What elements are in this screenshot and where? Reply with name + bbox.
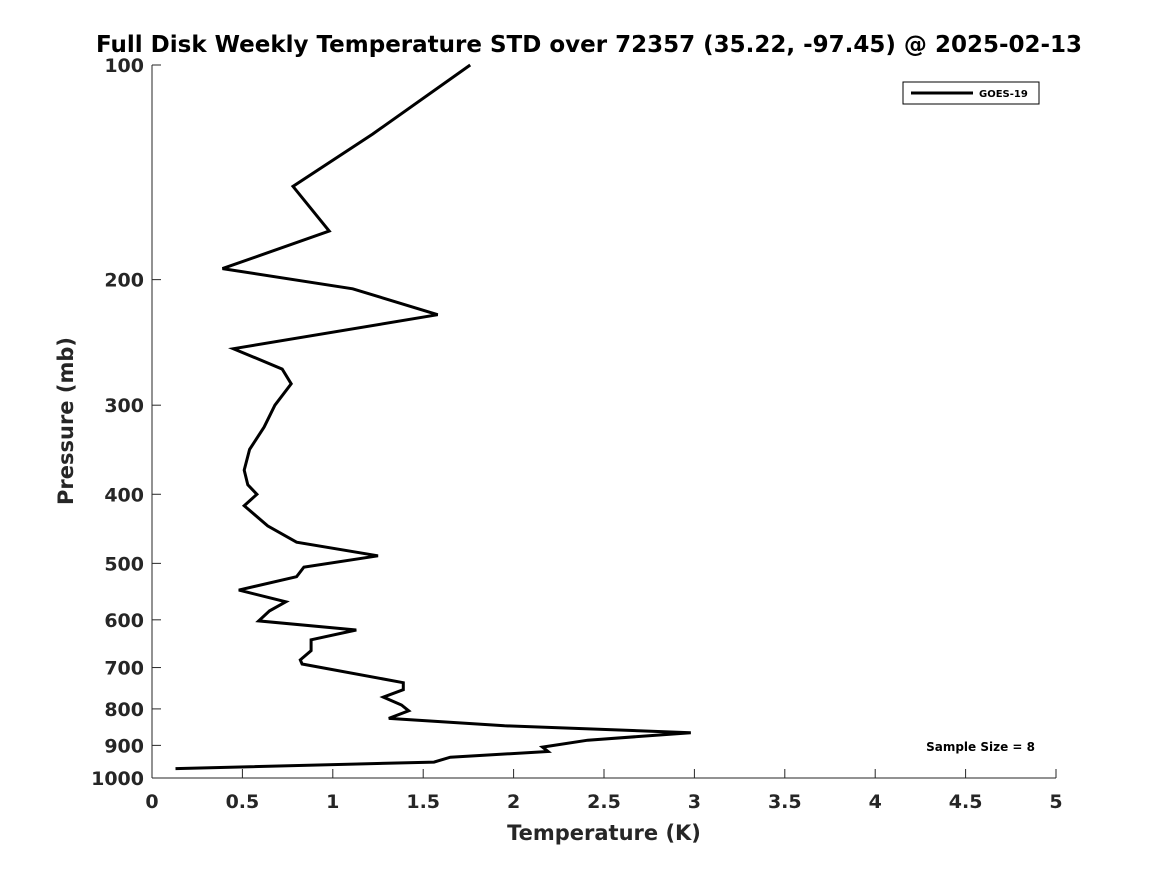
x-tick-label: 1 — [326, 791, 339, 813]
x-tick-label: 2 — [507, 791, 520, 813]
x-tick-label: 3.5 — [768, 791, 802, 813]
x-tick-label: 4.5 — [949, 791, 983, 813]
y-tick-label: 600 — [104, 610, 144, 632]
y-tick-label: 200 — [104, 270, 144, 292]
y-tick-label: 900 — [104, 735, 144, 757]
x-tick-label: 2.5 — [587, 791, 621, 813]
x-tick-label: 0.5 — [226, 791, 260, 813]
y-tick-label: 700 — [104, 658, 144, 680]
sample-size-annotation: Sample Size = 8 — [926, 740, 1035, 754]
x-tick-label: 5 — [1049, 791, 1062, 813]
y-tick-label: 800 — [104, 699, 144, 721]
y-axis-label: Pressure (mb) — [54, 337, 78, 505]
legend: GOES-19 — [902, 81, 1040, 105]
y-tick-label: 1000 — [91, 768, 144, 790]
legend-entry-goes-19: GOES-19 — [979, 89, 1028, 100]
x-tick-label: 3 — [688, 791, 701, 813]
x-tick-label: 0 — [145, 791, 158, 813]
x-tick-label: 4 — [869, 791, 882, 813]
series-line-goes-19 — [175, 63, 691, 771]
y-tick-label: 500 — [104, 553, 144, 575]
y-tick-label: 400 — [104, 484, 144, 506]
y-tick-label: 100 — [104, 55, 144, 77]
x-tick-label: 1.5 — [406, 791, 440, 813]
chart-title: Full Disk Weekly Temperature STD over 72… — [96, 32, 1082, 58]
y-tick-label: 300 — [104, 395, 144, 417]
plot-area: 0 0.5 1 1.5 2 2.5 3 3.5 4 4.5 5 100 200 300 400 500 600 7… — [91, 55, 1063, 813]
x-axis-label: Temperature (K) — [507, 821, 701, 845]
